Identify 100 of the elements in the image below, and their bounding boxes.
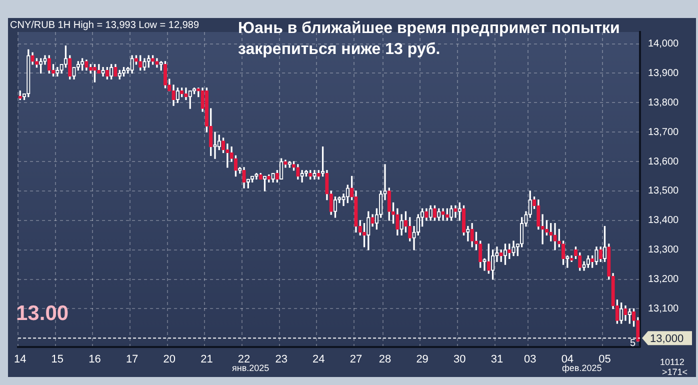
x-tick-label: 30 — [454, 354, 466, 366]
candlestick — [450, 205, 454, 221]
candlestick — [454, 205, 458, 218]
x-tick-label: 03 — [524, 354, 536, 366]
candlestick — [254, 172, 258, 180]
candlestick — [620, 302, 624, 324]
x-tick-label: 14 — [14, 354, 26, 366]
candlestick — [586, 255, 590, 268]
candlestick — [346, 184, 350, 204]
candlestick — [142, 58, 146, 71]
x-tick-label: 21 — [200, 354, 213, 366]
candlestick — [624, 305, 628, 321]
chart-title: Юань в ближайшее время предпримет попытки закрепиться ниже 13 руб. — [238, 19, 621, 60]
candlestick — [43, 55, 47, 65]
candlestick — [578, 252, 582, 271]
candlestick — [598, 246, 602, 262]
candlestick — [312, 170, 316, 180]
candlestick — [47, 55, 51, 74]
x-tick-label: 20 — [163, 354, 176, 366]
annotation: 13.00 — [16, 302, 69, 326]
candlestick — [478, 240, 482, 268]
candlestick — [26, 49, 30, 98]
candlestick — [632, 308, 636, 327]
candlestick — [105, 66, 110, 80]
candlestick — [566, 255, 570, 268]
y-tick-label: 13,700 — [648, 126, 680, 138]
candlestick — [466, 226, 470, 242]
candlestick — [155, 58, 159, 68]
x-tick-label: 05 — [598, 354, 611, 366]
candlestick — [72, 66, 76, 80]
candlestick — [512, 240, 516, 256]
candlestick — [553, 223, 557, 250]
y-tick-label: 13,500 — [648, 186, 680, 197]
x-tick-label: 29 — [416, 354, 428, 366]
candlestick — [602, 226, 607, 262]
y-tick-label: 14,000 — [648, 38, 680, 50]
candlestick — [437, 208, 441, 221]
candlestick — [280, 158, 284, 180]
candlestick — [101, 66, 105, 76]
y-tick-label: 13,100 — [648, 303, 680, 314]
x-tick-label: 15 — [51, 354, 64, 366]
x-tick-label: 22 — [238, 354, 250, 366]
candlestick — [84, 60, 88, 71]
candlestick — [582, 261, 586, 271]
y-tick-label: 13,600 — [648, 156, 680, 168]
candlestick — [114, 64, 118, 76]
candlestick — [441, 208, 445, 221]
x-tick-label: 27 — [350, 354, 362, 366]
candlestick — [470, 223, 474, 248]
candlestick — [594, 246, 598, 265]
candlestick — [486, 244, 490, 274]
candlestick — [64, 46, 68, 68]
candlestick — [56, 66, 60, 76]
y-tick-label: 13,300 — [648, 244, 680, 256]
x-tick-label: 24 — [312, 354, 325, 366]
candlestick — [396, 208, 400, 236]
x-tick-label: 23 — [275, 354, 288, 366]
candlestick — [172, 84, 176, 106]
candlestick — [288, 161, 292, 168]
candlestick — [366, 211, 370, 250]
candlestick — [176, 88, 180, 103]
x-tick-label: 04 — [561, 354, 574, 366]
candlestick — [296, 164, 300, 180]
y-tick-label: 13,400 — [648, 215, 680, 226]
x-tick-label: 17 — [126, 354, 138, 366]
candlestick — [213, 132, 217, 159]
candlestick — [184, 88, 188, 100]
chart-subtitle: CNY/RUB 1H High = 13,993 Low = 12,989 — [10, 20, 199, 31]
candlestick — [258, 172, 262, 180]
candlestick — [424, 208, 428, 221]
candlestick — [333, 196, 338, 218]
candlestick — [503, 244, 508, 265]
candlestick — [150, 55, 155, 65]
candlestick — [300, 170, 304, 182]
y-tick-label: 13,200 — [648, 274, 680, 286]
ref-line-label: 13,000 — [650, 333, 684, 346]
candlestick — [130, 55, 134, 74]
candlestick — [242, 167, 246, 188]
x-tick-label: 28 — [378, 354, 392, 366]
y-tick-label: 13,800 — [648, 97, 680, 108]
text: янв.2025 — [232, 363, 270, 373]
candlestick — [188, 90, 192, 109]
candlestick — [271, 172, 275, 182]
candlestick — [428, 205, 432, 221]
candlestick — [482, 258, 486, 271]
candlestick — [226, 144, 230, 168]
text: 10112 — [660, 357, 684, 367]
candlestick — [110, 64, 114, 80]
x-tick-label: 16 — [88, 354, 101, 366]
y-tick-label: 13,900 — [648, 68, 680, 79]
candlestick — [432, 205, 437, 221]
text: >171< — [662, 367, 688, 377]
x-tick-label: 31 — [490, 354, 504, 366]
candlestick — [445, 208, 450, 221]
text: фев.2025 — [562, 363, 602, 373]
candlestick — [68, 55, 72, 80]
candlestick — [138, 55, 142, 71]
annotation: 5 — [630, 338, 636, 349]
candlestick — [354, 190, 358, 233]
candlestick — [400, 214, 404, 236]
